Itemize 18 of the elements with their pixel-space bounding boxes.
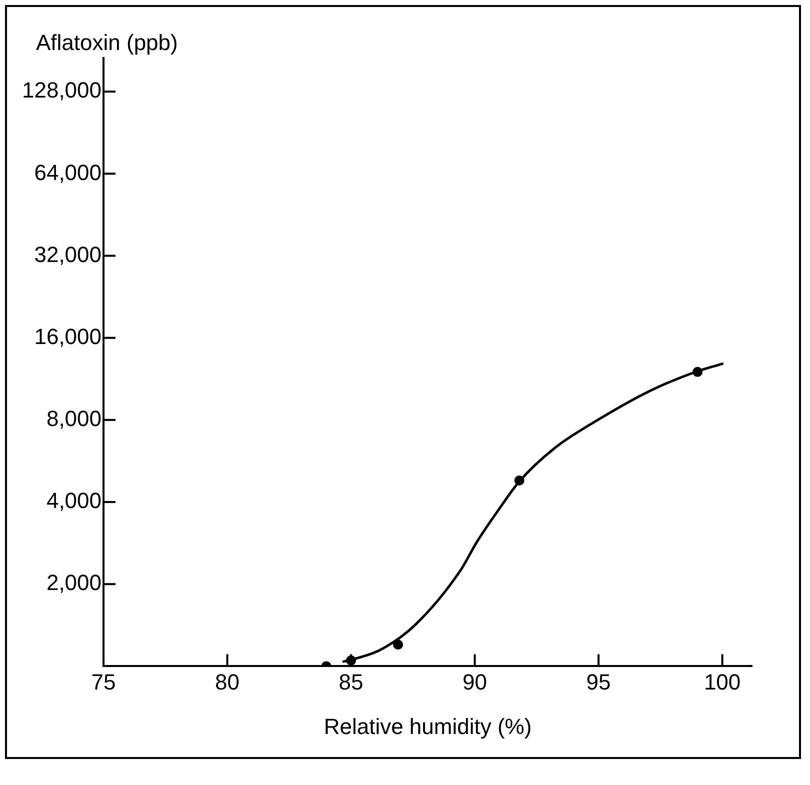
y-tick-label: 32,000 xyxy=(34,242,102,267)
x-tick-label: 90 xyxy=(462,669,488,694)
x-tick-label: 80 xyxy=(215,669,240,694)
x-tick-label: 85 xyxy=(338,669,364,694)
y-tick-label: 16,000 xyxy=(34,324,102,349)
point xyxy=(393,640,404,650)
x-tick-label: 95 xyxy=(586,669,611,694)
point xyxy=(514,475,524,486)
y-tick-label: 64,000 xyxy=(34,160,102,185)
y-tick-label: 2,000 xyxy=(46,570,102,596)
point xyxy=(692,366,703,377)
y-tick-label: 8,000 xyxy=(46,406,102,432)
x-tick-label: 100 xyxy=(704,669,741,694)
x-tick-label: 75 xyxy=(91,669,116,694)
x-axis-title: Relative humidity (%) xyxy=(324,714,532,739)
y-tick-label: 128,000 xyxy=(22,78,102,103)
y-tick-label: 4,000 xyxy=(46,488,102,514)
y-axis-title: Aflatoxin (ppb) xyxy=(36,30,178,56)
